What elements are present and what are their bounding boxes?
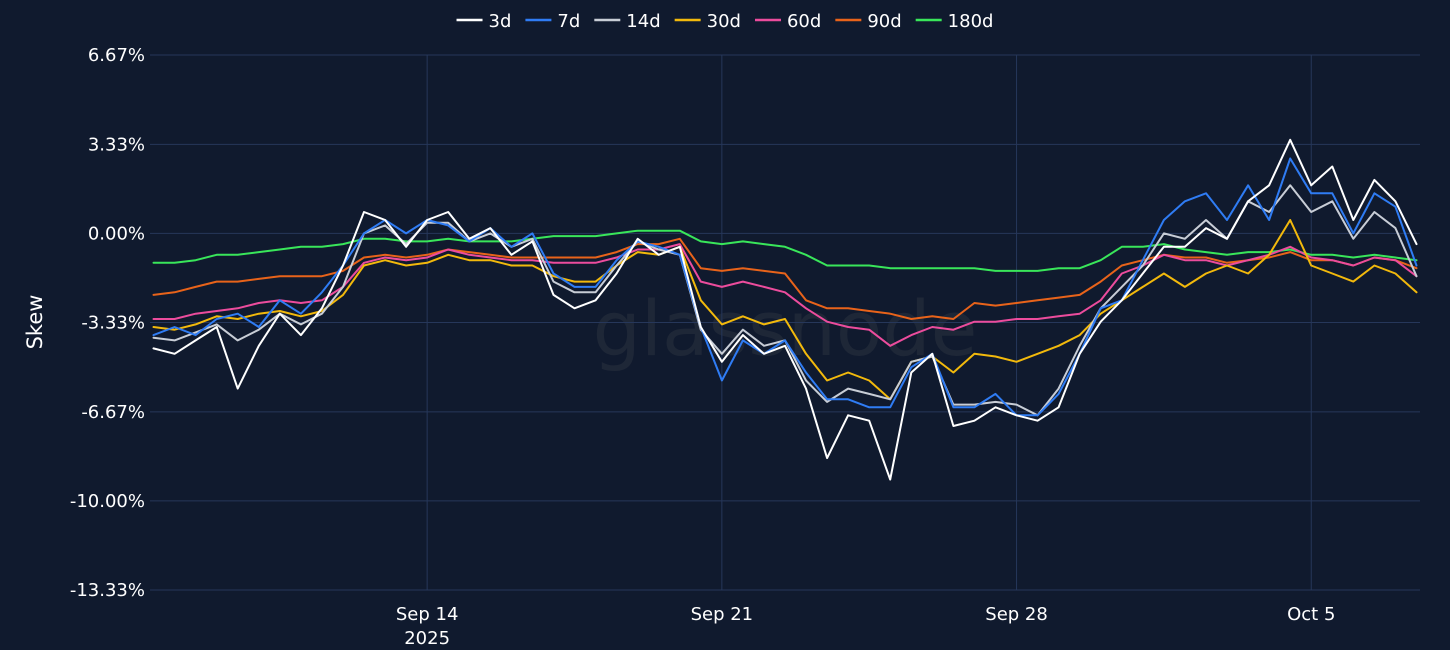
y-tick-label: -3.33%: [81, 313, 145, 334]
y-tick-label: -13.33%: [70, 580, 145, 601]
legend-item-90d[interactable]: 90d: [835, 11, 902, 32]
legend-label: 180d: [948, 11, 994, 32]
series-line-90d: [152, 237, 1418, 320]
y-tick-label: -10.00%: [70, 491, 145, 512]
legend-item-14d[interactable]: 14d: [594, 11, 661, 32]
series-line-30d: [152, 219, 1418, 401]
legend-label: 30d: [707, 11, 741, 32]
legend-label: 3d: [489, 11, 512, 32]
legend-label: 90d: [867, 11, 901, 32]
series-line-3d: [152, 138, 1418, 481]
legend-item-3d[interactable]: 3d: [456, 11, 512, 32]
x-tick-label: Oct 5: [1287, 604, 1335, 625]
legend-item-7d[interactable]: 7d: [525, 11, 580, 32]
legend-item-30d[interactable]: 30d: [674, 11, 741, 32]
legend-item-60d[interactable]: 60d: [754, 11, 821, 32]
legend-label: 7d: [557, 11, 580, 32]
series-line-7d: [152, 157, 1418, 417]
legend-item-180d[interactable]: 180d: [915, 11, 994, 32]
x-tick-sublabel: 2025: [404, 628, 450, 649]
series-line-60d: [152, 243, 1418, 347]
legend-label: 14d: [626, 11, 660, 32]
x-tick-label: Sep 28: [985, 604, 1048, 625]
y-axis-title: Skew: [23, 295, 47, 350]
watermark-text: glassnode: [593, 284, 978, 373]
series-line-180d: [152, 229, 1418, 272]
legend-label: 60d: [787, 11, 821, 32]
x-tick-label: Sep 21: [691, 604, 754, 625]
y-tick-label: 0.00%: [88, 223, 145, 244]
y-tick-label: -6.67%: [81, 402, 145, 423]
y-tick-label: 6.67%: [88, 45, 145, 66]
y-tick-label: 3.33%: [88, 134, 145, 155]
x-tick-label: Sep 14: [396, 604, 459, 625]
